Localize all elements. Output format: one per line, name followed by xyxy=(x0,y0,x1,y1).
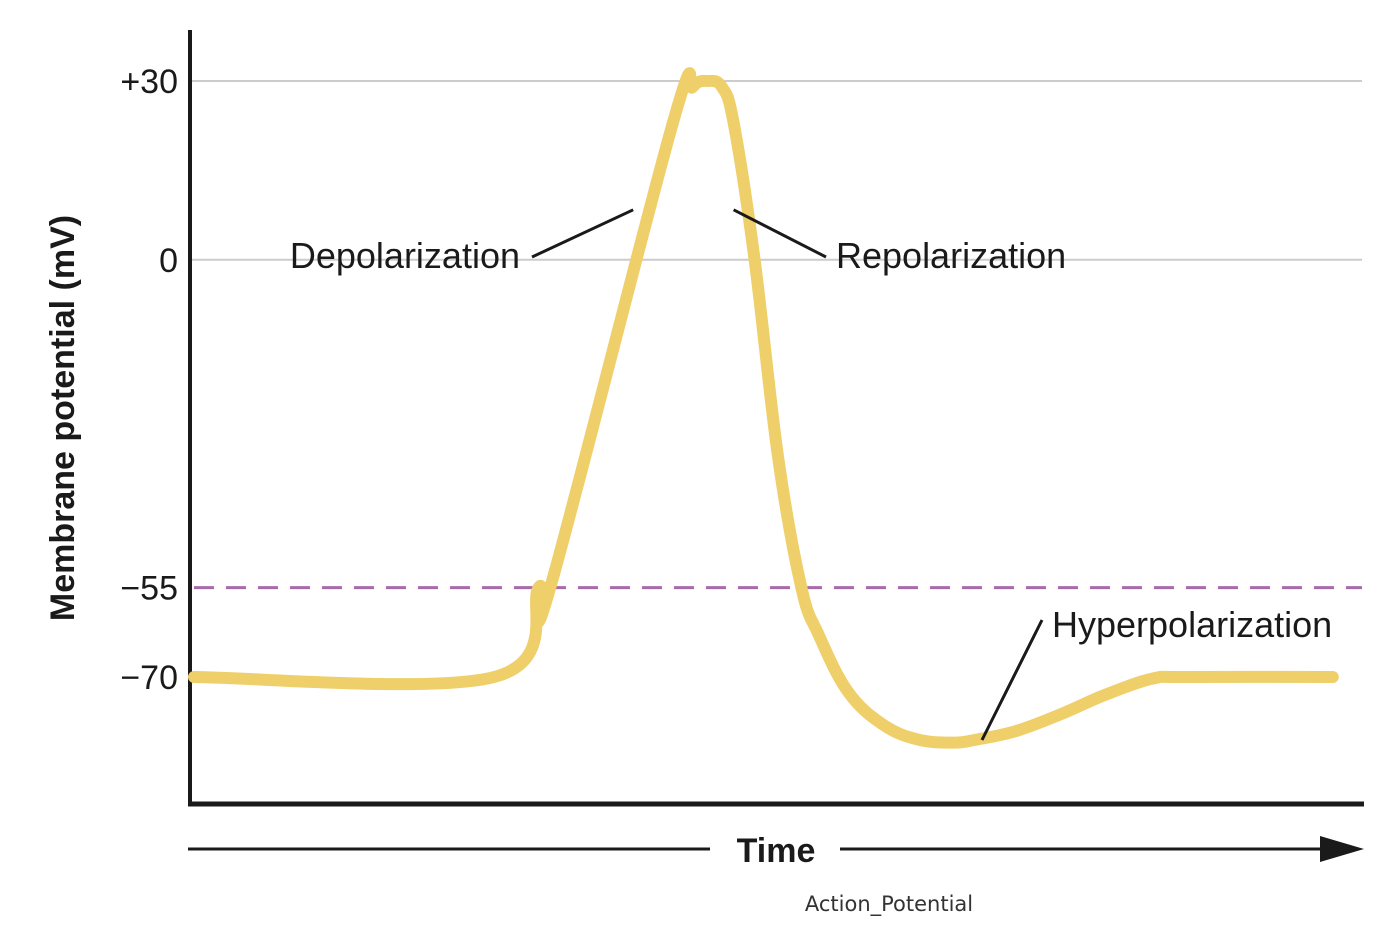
data-point xyxy=(818,635,819,636)
time-arrow-head-icon xyxy=(1320,836,1364,862)
y-tick-label: 0 xyxy=(159,242,178,280)
data-point xyxy=(918,739,919,740)
gridlines xyxy=(192,80,1362,261)
annotation-label: Depolarization xyxy=(290,235,520,276)
data-point xyxy=(1064,712,1065,713)
figure-caption: Action_Potential xyxy=(805,892,973,917)
data-point xyxy=(707,80,708,81)
annotation-leader-line xyxy=(531,208,634,259)
y-tick-label: +30 xyxy=(120,63,178,101)
data-point xyxy=(538,587,539,588)
annotation-leader-line xyxy=(732,208,827,259)
membrane-potential-trace xyxy=(188,67,1339,749)
data-point xyxy=(801,587,802,588)
data-point xyxy=(1186,676,1187,677)
data-point xyxy=(193,676,194,677)
y-tick-label: −55 xyxy=(120,570,178,608)
data-point xyxy=(672,122,673,123)
data-point xyxy=(1332,676,1333,677)
data-point xyxy=(721,86,722,87)
y-tick-label: −70 xyxy=(120,659,178,697)
data-point xyxy=(976,739,977,740)
y-tick-labels: +30 0 −55 −70 xyxy=(120,63,178,697)
data-point xyxy=(953,742,954,743)
data-point xyxy=(550,587,551,588)
data-point xyxy=(692,86,693,87)
annotation-leader-line xyxy=(980,619,1044,741)
data-point xyxy=(754,259,755,260)
data-point xyxy=(848,691,849,692)
y-axis-title: Membrane potential (mV) xyxy=(44,215,82,621)
annotation-label: Repolarization xyxy=(836,235,1066,276)
data-point xyxy=(1151,678,1152,679)
data-point xyxy=(1017,730,1018,731)
series xyxy=(188,67,1339,749)
data-point xyxy=(733,122,734,123)
data-point xyxy=(1104,694,1105,695)
data-point xyxy=(777,456,778,457)
data-point xyxy=(494,676,495,677)
x-axis-title-group: Time xyxy=(188,832,1364,870)
data-point xyxy=(883,724,884,725)
x-axis-title: Time xyxy=(737,832,816,870)
annotations: Depolarization Repolarization Hyperpolariz… xyxy=(290,208,1332,741)
annotation-label: Hyperpolarization xyxy=(1052,604,1332,645)
